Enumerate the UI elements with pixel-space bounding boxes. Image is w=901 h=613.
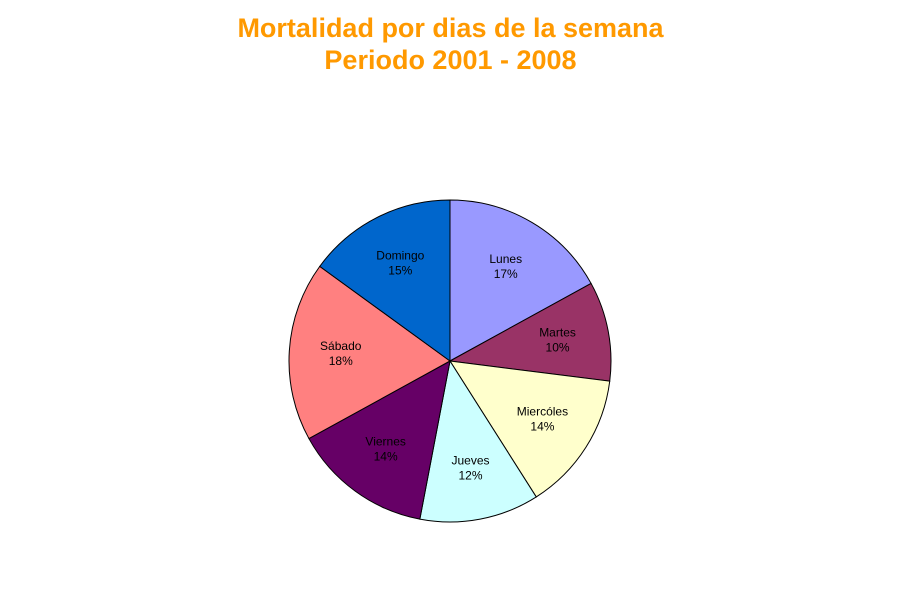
chart-title-block: Mortalidad por dias de la semana Periodo…	[0, 12, 901, 76]
slice-value-lunes: 17%	[494, 267, 518, 281]
pie-slice-jueves	[419, 359, 537, 523]
slice-label-martes: Martes	[539, 325, 576, 339]
slice-label-lunes: Lunes	[489, 252, 522, 266]
chart-title: Mortalidad por dias de la semana	[237, 13, 664, 43]
slice-value-domingo: 15%	[388, 263, 412, 277]
chart-subtitle: Periodo 2001 - 2008	[324, 45, 577, 75]
slice-label-jueves: Jueves	[451, 454, 489, 468]
pie-slice-sábado	[288, 265, 451, 440]
slice-value-viernes: 14%	[374, 450, 398, 464]
pie-slice-viernes	[308, 360, 451, 520]
slice-label-domingo: Domingo	[376, 248, 424, 262]
slice-value-jueves: 12%	[458, 469, 482, 483]
pie-slice-miercóles	[449, 360, 611, 498]
pie-slice-domingo	[319, 199, 451, 362]
slice-label-sábado: Sábado	[320, 339, 362, 353]
pie-slice-martes	[448, 282, 612, 382]
slice-value-martes: 10%	[546, 340, 570, 354]
slice-label-miercóles: Miercóles	[517, 405, 568, 419]
slice-value-miercóles: 14%	[530, 420, 554, 434]
slice-value-sábado: 18%	[329, 354, 353, 368]
slice-label-viernes: Viernes	[365, 435, 405, 449]
pie-slice-lunes	[449, 199, 592, 362]
